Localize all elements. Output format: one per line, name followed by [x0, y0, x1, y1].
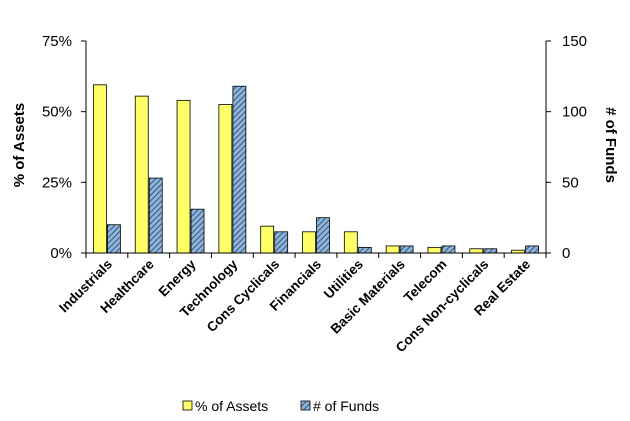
bar-assets-basic-materials — [385, 245, 400, 254]
left-tick-label: 0% — [50, 245, 72, 262]
bar-funds-cons-non-cyclicals — [483, 248, 498, 254]
right-tick-label: 150 — [562, 33, 587, 50]
bar-assets-telecom — [427, 246, 442, 254]
bar-assets-healthcare — [134, 95, 149, 254]
bar-funds-healthcare — [148, 177, 163, 254]
legend-label-funds: # of Funds — [313, 398, 379, 414]
legend-swatch-assets — [182, 400, 193, 411]
bars — [93, 84, 539, 254]
left-tick-label: 50% — [42, 104, 72, 121]
legend-swatch-funds — [300, 400, 311, 411]
x-axis: IndustrialsHealthcareEnergyTechnologyCon… — [56, 252, 547, 355]
left-tick-label: 75% — [42, 33, 72, 50]
left-tick-label: 25% — [42, 174, 72, 191]
category-label: Cons Cyclicals — [204, 257, 283, 336]
bar-assets-energy — [176, 99, 191, 254]
left-y-axis: 0% 25% 50% 75% — [42, 33, 87, 262]
legend-label-assets: % of Assets — [195, 398, 268, 414]
bar-funds-financials — [316, 217, 330, 254]
legend: % of Assets # of Funds — [182, 398, 379, 414]
bar-assets-utilities — [343, 231, 358, 254]
right-tick-label: 0 — [562, 245, 570, 262]
bar-funds-utilities — [357, 246, 372, 254]
bar-funds-real-estate — [525, 245, 539, 254]
bar-funds-technology — [232, 85, 247, 254]
bar-assets-cons-non-cyclicals — [469, 248, 484, 254]
bar-assets-technology — [218, 104, 233, 254]
right-tick-label: 50 — [562, 174, 579, 191]
bar-assets-financials — [302, 231, 316, 254]
right-tick-label: 100 — [562, 104, 587, 121]
y-axis-title: % of Assets — [11, 103, 28, 187]
bar-funds-telecom — [441, 245, 456, 254]
bar-funds-energy — [190, 208, 205, 254]
bar-assets-cons-cyclicals — [260, 225, 275, 254]
category-label: Basic Materials — [328, 257, 408, 337]
bar-funds-basic-materials — [399, 245, 414, 254]
bar-funds-industrials — [107, 224, 121, 254]
bar-assets-industrials — [93, 84, 107, 254]
right-y-axis: 0 50 100 150 — [545, 33, 587, 262]
bar-funds-cons-cyclicals — [274, 231, 289, 254]
y2-axis-title: # of Funds — [602, 107, 619, 183]
